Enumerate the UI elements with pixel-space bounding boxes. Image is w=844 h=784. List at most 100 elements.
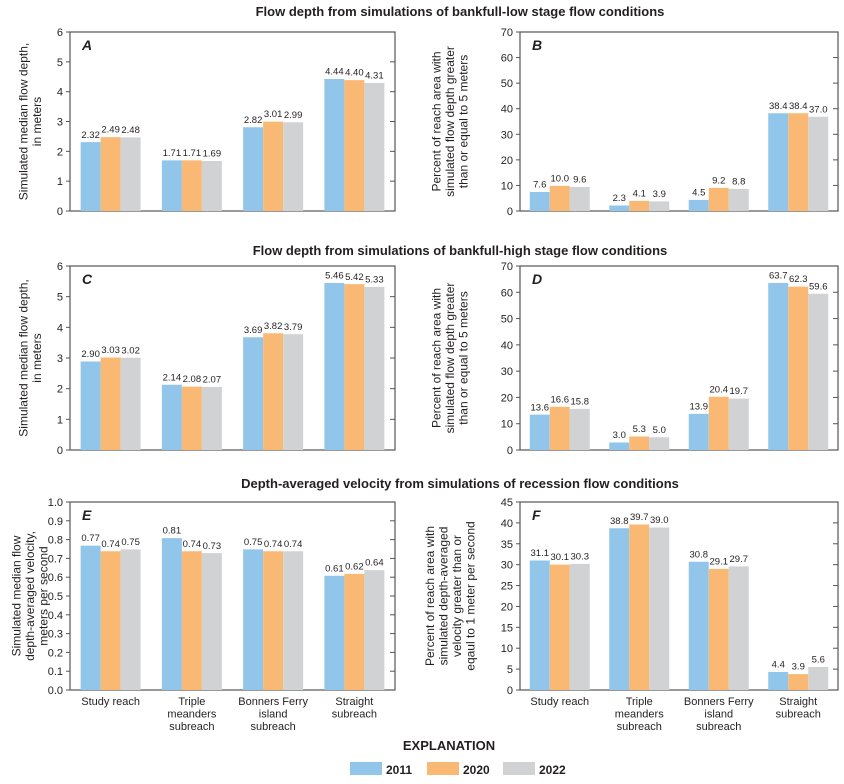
bar-2022 bbox=[728, 188, 749, 211]
bar-2022 bbox=[808, 293, 829, 450]
legend: EXPLANATION 2011 2020 2022 bbox=[350, 738, 566, 777]
data-label: 5.42 bbox=[345, 272, 364, 283]
category-label: Bonners Ferry bbox=[684, 696, 754, 708]
data-label: 3.02 bbox=[121, 345, 140, 356]
data-label: 38.4 bbox=[789, 101, 808, 112]
legend-swatch-2022 bbox=[503, 762, 535, 775]
bar-2011 bbox=[161, 537, 182, 690]
category-label: subreach bbox=[169, 721, 214, 733]
bar-2022 bbox=[120, 137, 141, 211]
panel-letter: D bbox=[532, 271, 542, 287]
bar-2022 bbox=[569, 186, 590, 211]
bar-2020 bbox=[263, 332, 284, 450]
bar-2022 bbox=[120, 357, 141, 450]
y-tick-label: 4 bbox=[57, 87, 63, 99]
y-tick-label: 5 bbox=[57, 292, 63, 304]
data-label: 3.9 bbox=[792, 662, 805, 673]
data-label: 3.9 bbox=[653, 189, 666, 200]
bar-2020 bbox=[344, 573, 365, 690]
data-label: 0.74 bbox=[264, 539, 283, 550]
category-label: Triple bbox=[626, 696, 653, 708]
data-label: 0.75 bbox=[244, 537, 263, 548]
panel-letter: A bbox=[81, 37, 92, 53]
y-tick-label: 0.2 bbox=[48, 647, 63, 659]
bar-2011 bbox=[161, 159, 182, 211]
y-tick-label: 10 bbox=[501, 419, 513, 431]
data-label: 30.8 bbox=[690, 549, 709, 560]
y-axis-label: Percent of reach area with bbox=[430, 51, 444, 191]
category-label: Straight bbox=[335, 696, 373, 708]
y-tick-label: 2 bbox=[57, 384, 63, 396]
panel-letter: B bbox=[532, 37, 542, 53]
data-label: 38.4 bbox=[769, 101, 788, 112]
bar-2011 bbox=[768, 282, 789, 450]
y-tick-label: 50 bbox=[501, 314, 513, 326]
panel-b: 0 10 20 30 40 50 60 70 Percent of reach area wit… bbox=[430, 27, 839, 218]
data-label: 2.32 bbox=[81, 130, 100, 141]
data-label: 59.6 bbox=[809, 281, 828, 292]
data-label: 19.7 bbox=[730, 386, 749, 397]
y-tick-label: 0.6 bbox=[48, 572, 63, 584]
bar-2022 bbox=[201, 552, 222, 690]
category-label: subreach bbox=[332, 709, 377, 721]
panel-letter: C bbox=[82, 271, 93, 287]
data-label: 2.82 bbox=[244, 115, 263, 126]
bar-2022 bbox=[649, 527, 670, 690]
data-label: 0.75 bbox=[121, 537, 140, 548]
bar-2020 bbox=[263, 121, 284, 211]
bar-2011 bbox=[688, 199, 709, 211]
data-label: 2.14 bbox=[163, 372, 182, 383]
bar-2020 bbox=[549, 406, 570, 450]
bar-2011 bbox=[609, 527, 630, 690]
section-title-low: Flow depth from simulations of bankfull-… bbox=[256, 4, 665, 19]
bar-2020 bbox=[344, 283, 365, 450]
bar-2022 bbox=[283, 550, 304, 690]
y-tick-label: 0 bbox=[57, 206, 63, 218]
bar-2022 bbox=[364, 82, 385, 211]
bar-2020 bbox=[100, 550, 121, 690]
data-label: 4.44 bbox=[325, 67, 344, 78]
bar-2011 bbox=[161, 384, 182, 450]
y-axis-label: in meters bbox=[30, 333, 44, 382]
category-label: Triple bbox=[178, 696, 205, 708]
data-label: 2.49 bbox=[101, 125, 120, 136]
y-tick-label: 40 bbox=[501, 518, 513, 530]
data-label: 3.01 bbox=[264, 109, 283, 120]
y-axis-label: eqaul to 1 meter per second bbox=[463, 521, 477, 670]
y-tick-label: 0.4 bbox=[48, 610, 63, 622]
bar-2011 bbox=[688, 413, 709, 450]
bar-2020 bbox=[708, 396, 729, 450]
category-label: Bonners Ferry bbox=[238, 696, 308, 708]
category-label: Study reach bbox=[81, 696, 140, 708]
panel-d: 0 10 20 30 40 50 60 70 Percent of reach area wit… bbox=[430, 261, 839, 457]
y-tick-label: 40 bbox=[501, 340, 513, 352]
y-axis-label: meters per second bbox=[37, 546, 51, 645]
y-tick-label: 0.3 bbox=[48, 629, 63, 641]
y-tick-label: 0.0 bbox=[48, 685, 63, 697]
data-label: 5.0 bbox=[653, 425, 666, 436]
data-label: 2.3 bbox=[613, 193, 626, 204]
data-label: 3.0 bbox=[613, 430, 626, 441]
data-label: 0.81 bbox=[163, 526, 182, 537]
section-title-high: Flow depth from simulations of bankfull-… bbox=[253, 243, 668, 258]
bar-2020 bbox=[708, 568, 729, 690]
y-tick-label: 0.9 bbox=[48, 516, 63, 528]
data-label: 9.2 bbox=[712, 175, 725, 186]
data-label: 3.03 bbox=[101, 345, 120, 356]
y-tick-label: 0.8 bbox=[48, 535, 63, 547]
bar-2022 bbox=[649, 436, 670, 450]
y-tick-label: 5 bbox=[507, 664, 513, 676]
y-tick-label: 30 bbox=[501, 129, 513, 141]
data-label: 0.64 bbox=[365, 558, 384, 569]
plot-frame bbox=[519, 265, 839, 451]
bar-2011 bbox=[243, 336, 264, 450]
y-tick-label: 0.7 bbox=[48, 553, 63, 565]
bar-2020 bbox=[629, 524, 650, 690]
bar-2020 bbox=[100, 136, 121, 211]
data-label: 4.40 bbox=[345, 68, 364, 79]
category-label: island bbox=[259, 709, 288, 721]
data-label: 39.7 bbox=[630, 512, 649, 523]
y-tick-label: 60 bbox=[501, 287, 513, 299]
bar-2011 bbox=[609, 442, 630, 450]
data-label: 5.6 bbox=[812, 655, 825, 666]
